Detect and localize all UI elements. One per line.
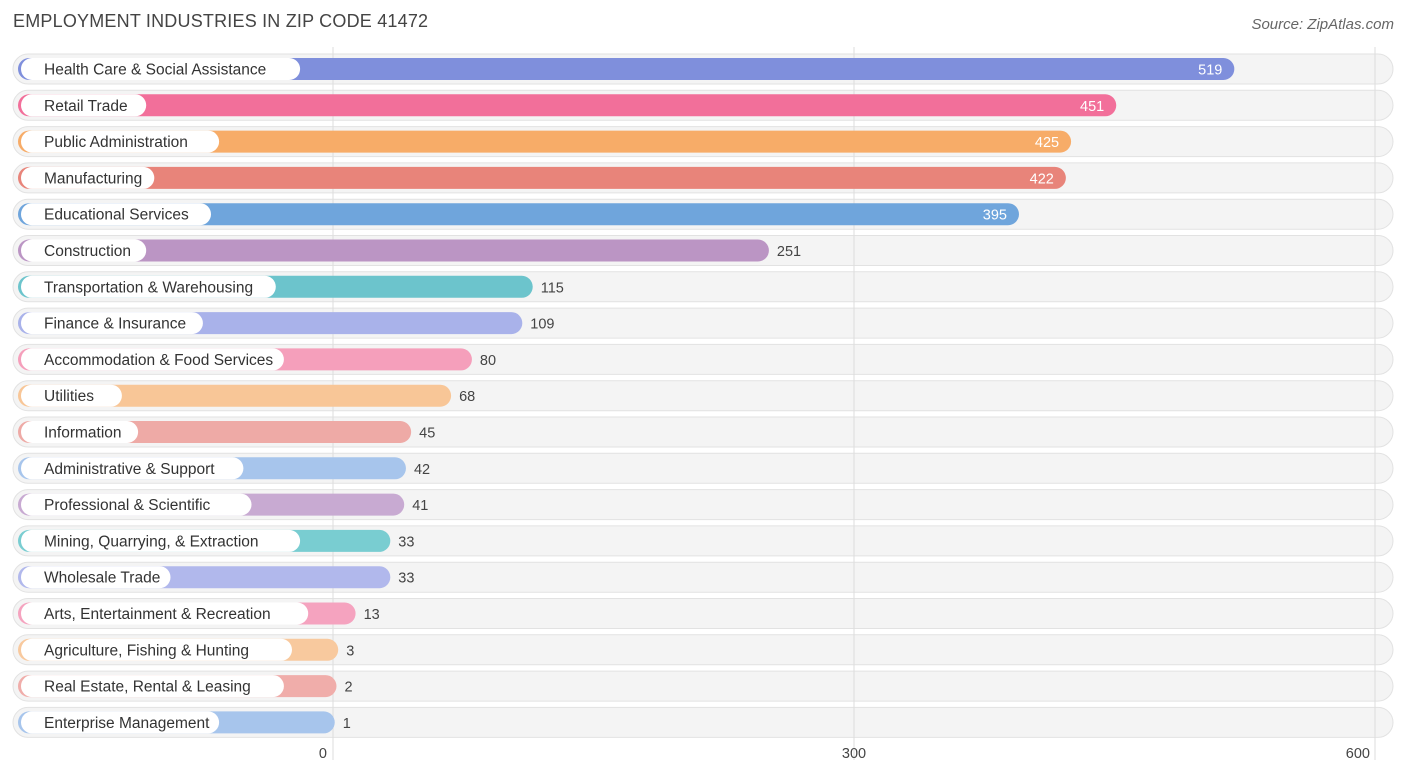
category-label: Real Estate, Rental & Leasing: [44, 679, 251, 696]
value-label: 13: [364, 607, 380, 623]
value-label: 115: [541, 280, 564, 296]
category-label: Mining, Quarrying, & Extraction: [44, 533, 259, 550]
category-label-pill: [21, 312, 203, 335]
category-label: Public Administration: [44, 134, 188, 151]
category-label-pill: [21, 384, 122, 407]
value-label: 3: [346, 643, 354, 659]
category-label-pill: [21, 130, 220, 153]
category-label-pill: [21, 493, 252, 516]
value-label: 425: [1035, 135, 1059, 151]
value-label: 80: [480, 353, 496, 369]
value-label: 395: [983, 208, 1007, 224]
bar: [18, 239, 769, 262]
category-label: Construction: [44, 243, 131, 260]
category-label: Manufacturing: [44, 170, 142, 187]
category-label-pill: [21, 275, 276, 298]
bar: [18, 130, 1072, 153]
bar: [18, 94, 1117, 117]
category-label-pill: [21, 529, 301, 552]
category-label: Utilities: [44, 388, 94, 405]
value-label: 251: [777, 244, 801, 260]
row-track: [12, 598, 1394, 629]
value-label: 33: [398, 534, 414, 550]
row-track: [12, 670, 1394, 702]
category-label-pill: [21, 457, 244, 480]
value-label: 42: [414, 462, 430, 478]
category-label-pill: [21, 711, 220, 734]
value-label: 451: [1080, 99, 1104, 115]
category-label: Health Care & Social Assistance: [44, 62, 266, 79]
source-credit: Source: ZipAtlas.com: [1251, 16, 1394, 33]
value-label: 2: [344, 680, 352, 696]
category-label-pill: [21, 166, 155, 189]
x-tick-label: 0: [319, 746, 327, 762]
category-label-pill: [21, 421, 139, 443]
value-label: 33: [398, 571, 414, 587]
value-label: 422: [1030, 171, 1054, 187]
value-label: 1: [343, 716, 351, 732]
category-label: Transportation & Warehousing: [44, 279, 253, 296]
row-track: [12, 634, 1394, 666]
category-label-pill: [21, 602, 309, 625]
category-label-pill: [21, 239, 147, 262]
category-label: Enterprise Management: [44, 715, 210, 732]
category-label-pill: [21, 566, 171, 589]
category-label: Finance & Insurance: [44, 316, 186, 333]
category-label: Agriculture, Fishing & Hunting: [44, 642, 249, 659]
category-label-pill: [21, 675, 284, 698]
category-label-pill: [21, 203, 211, 226]
value-label: 519: [1198, 63, 1222, 79]
category-label-pill: [21, 638, 292, 661]
x-tick-label: 300: [842, 746, 866, 762]
x-tick-label: 600: [1346, 746, 1370, 762]
value-label: 109: [530, 317, 554, 333]
category-label-pill: [21, 348, 284, 371]
category-label: Professional & Scientific: [44, 497, 211, 514]
bar: [18, 203, 1019, 226]
value-label: 41: [412, 498, 428, 514]
category-label: Information: [44, 425, 122, 442]
value-label: 45: [419, 426, 435, 442]
category-label: Retail Trade: [44, 98, 128, 115]
category-label: Administrative & Support: [44, 461, 215, 478]
category-label-pill: [21, 58, 301, 80]
category-label: Wholesale Trade: [44, 570, 160, 587]
bar: [18, 58, 1235, 80]
bar: [18, 384, 452, 407]
category-label: Arts, Entertainment & Recreation: [44, 606, 271, 623]
row-track: [12, 706, 1394, 738]
chart-title: EMPLOYMENT INDUSTRIES IN ZIP CODE 41472: [13, 11, 429, 31]
category-label: Educational Services: [44, 207, 189, 224]
category-label: Accommodation & Food Services: [44, 352, 273, 369]
category-label-pill: [21, 94, 147, 117]
value-label: 68: [459, 389, 475, 405]
bar: [18, 166, 1066, 189]
